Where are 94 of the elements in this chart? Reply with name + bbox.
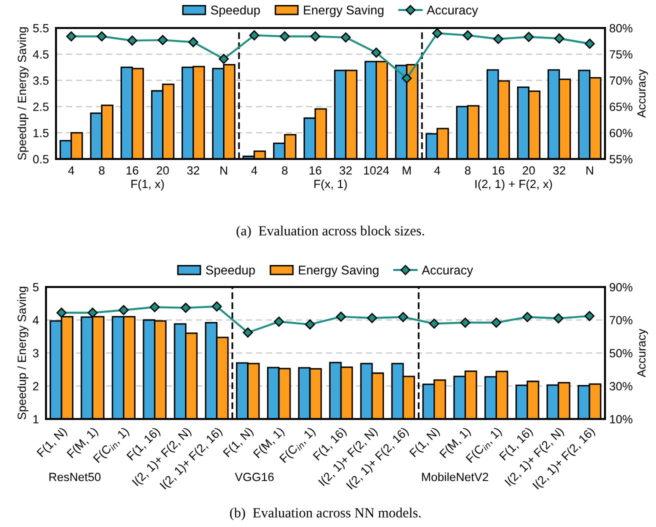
legend-label: Speedup [210,5,260,17]
x-tick-label: 4 [68,166,74,174]
point [150,302,160,312]
x-tick-label: N [586,166,594,174]
text: ResNet50 [49,472,101,482]
point [584,38,595,49]
x-tick-label: 32 [187,166,200,175]
x-tick-label: 1024 [364,166,390,175]
text: (b) Evaluation across NN models. [230,508,421,520]
point [56,308,67,318]
y2-tick-label: 10% [610,415,632,424]
y2-tick-label: 90% [610,283,632,292]
y-axis-title: Speedup / Energy Saving [17,27,28,160]
point [96,31,107,42]
x-tick-label: 4 [251,166,258,174]
x-tick-label: 4 [434,166,440,174]
point [127,36,138,46]
point [249,30,260,40]
point [66,31,76,42]
point [274,316,284,327]
y-tick-label: 2.5 [33,102,49,111]
y2-axis-title: Accuracy [637,69,648,118]
point [242,327,253,338]
x-tick-label: M [402,166,411,174]
legend-label: Energy Saving [304,5,384,17]
y-tick-label: 1.5 [34,128,49,138]
y-tick-label: 3.5 [33,76,49,85]
x-tick-label: 8 [282,166,288,175]
point [460,318,470,328]
text: F(x, 1) [314,179,347,190]
y2-tick-label: 60% [610,128,632,138]
y-tick-label: 4.5 [32,50,49,59]
y2-tick-label: 70% [610,316,632,324]
y-axis-title: Speedup / Energy Saving [17,286,28,420]
y-tick-label: 3 [32,349,39,358]
x-tick-label: 20 [156,166,169,175]
y2-tick-label: 55% [610,155,632,164]
point [180,302,191,313]
point [118,305,129,316]
y-tick-label: 5.5 [33,24,49,32]
x-tick-label: 16 [126,166,138,175]
x-tick-label: N [220,166,228,174]
text: VGG16 [234,472,274,482]
x-tick-label: 8 [98,166,105,175]
x-tick-label: 20 [522,166,535,175]
legend-label: Energy Saving [298,265,378,277]
y-tick-label: 4 [32,316,39,324]
point [554,33,564,44]
y-tick-label: 5 [32,283,39,292]
x-tick-label: 16 [492,166,504,175]
point [336,312,346,322]
point [584,310,595,322]
point [218,54,229,64]
y2-tick-label: 80% [610,24,632,32]
text: (a) Evaluation across block sizes. [236,226,424,238]
point [310,31,320,42]
y2-tick-label: 30% [610,382,632,390]
x-tick-label: 32 [340,166,352,175]
legend-label: Speedup [206,265,255,277]
y2-tick-label: 50% [610,349,632,358]
point [212,301,222,312]
legend-label: Accuracy [426,6,478,17]
x-tick-label: 32 [553,166,566,175]
point [398,312,408,322]
point [280,31,290,42]
y2-tick-label: 65% [610,102,632,111]
legend-label: Accuracy [422,266,474,277]
point [158,35,168,46]
x-tick-label: 16 [310,166,322,175]
point [340,32,351,42]
point [188,37,198,48]
text: MobileNetV2 [422,472,488,482]
text: F(1, x) [131,179,164,190]
point [524,32,534,42]
point [402,73,412,84]
point [88,308,98,318]
point [522,312,532,322]
y2-tick-label: 75% [610,50,632,59]
point [491,318,502,328]
point [371,48,382,58]
y-tick-label: 1 [33,415,38,424]
x-tick-label: 8 [464,166,471,175]
y2-tick-label: 70% [610,76,632,85]
point [429,318,440,329]
y-tick-label: 0.5 [33,155,49,164]
point [553,313,564,324]
point [367,312,378,324]
point [432,28,442,38]
y2-axis-title: Accuracy [637,328,648,378]
y-tick-label: 2 [33,382,38,390]
point [493,34,504,44]
point [304,319,316,330]
point [462,30,473,40]
text: I(2, 1) + F(2, x) [475,179,552,190]
